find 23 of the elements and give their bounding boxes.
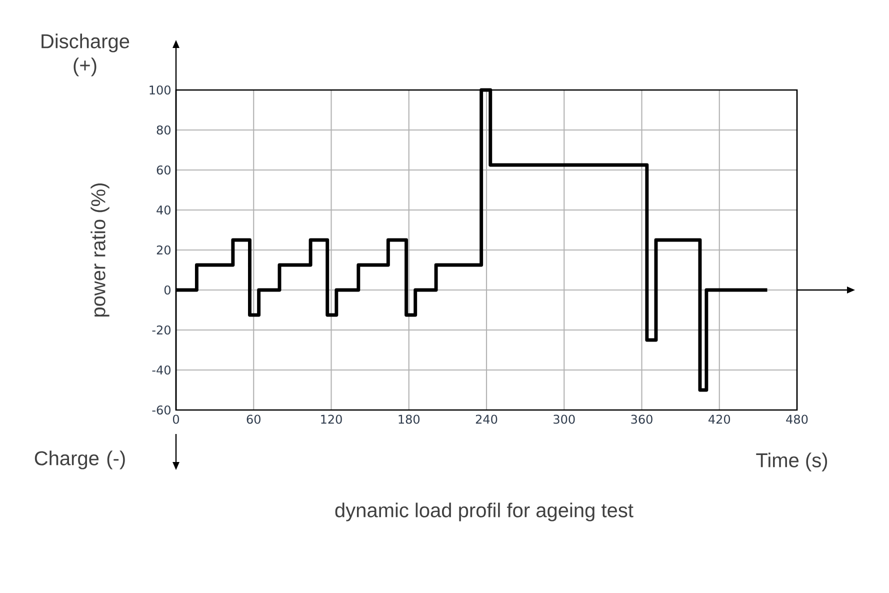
y-tick-label: 40: [156, 205, 170, 215]
x-tick-label: 0: [172, 414, 180, 424]
y-tick-label: -20: [152, 325, 170, 335]
y-tick-label: -60: [152, 405, 170, 415]
x-tick-label: 240: [476, 414, 498, 424]
y-tick-label: 80: [156, 125, 170, 135]
x-axis-title: Time (s): [756, 452, 828, 472]
x-tick-label: 480: [786, 414, 808, 424]
x-tick-label: 120: [321, 414, 342, 424]
x-tick-label: 420: [708, 414, 730, 424]
text: dynamic load profil for ageing test: [335, 502, 634, 522]
x-tick-label: 60: [246, 414, 260, 424]
x-tick-label: 180: [398, 414, 420, 424]
x-tick-label: 300: [554, 414, 575, 424]
y-tick-label: 20: [156, 245, 170, 255]
y-tick-label: 100: [150, 85, 170, 95]
x-tick-label: 360: [631, 414, 652, 424]
y-axis-title: power ratio (%): [90, 183, 110, 316]
text: Discharge (+): [42, 34, 130, 76]
y-tick-label: -40: [152, 365, 170, 375]
y-tick-label: 0: [164, 285, 170, 295]
text: Charge (-): [34, 450, 125, 470]
y-tick-label: 60: [156, 165, 170, 175]
